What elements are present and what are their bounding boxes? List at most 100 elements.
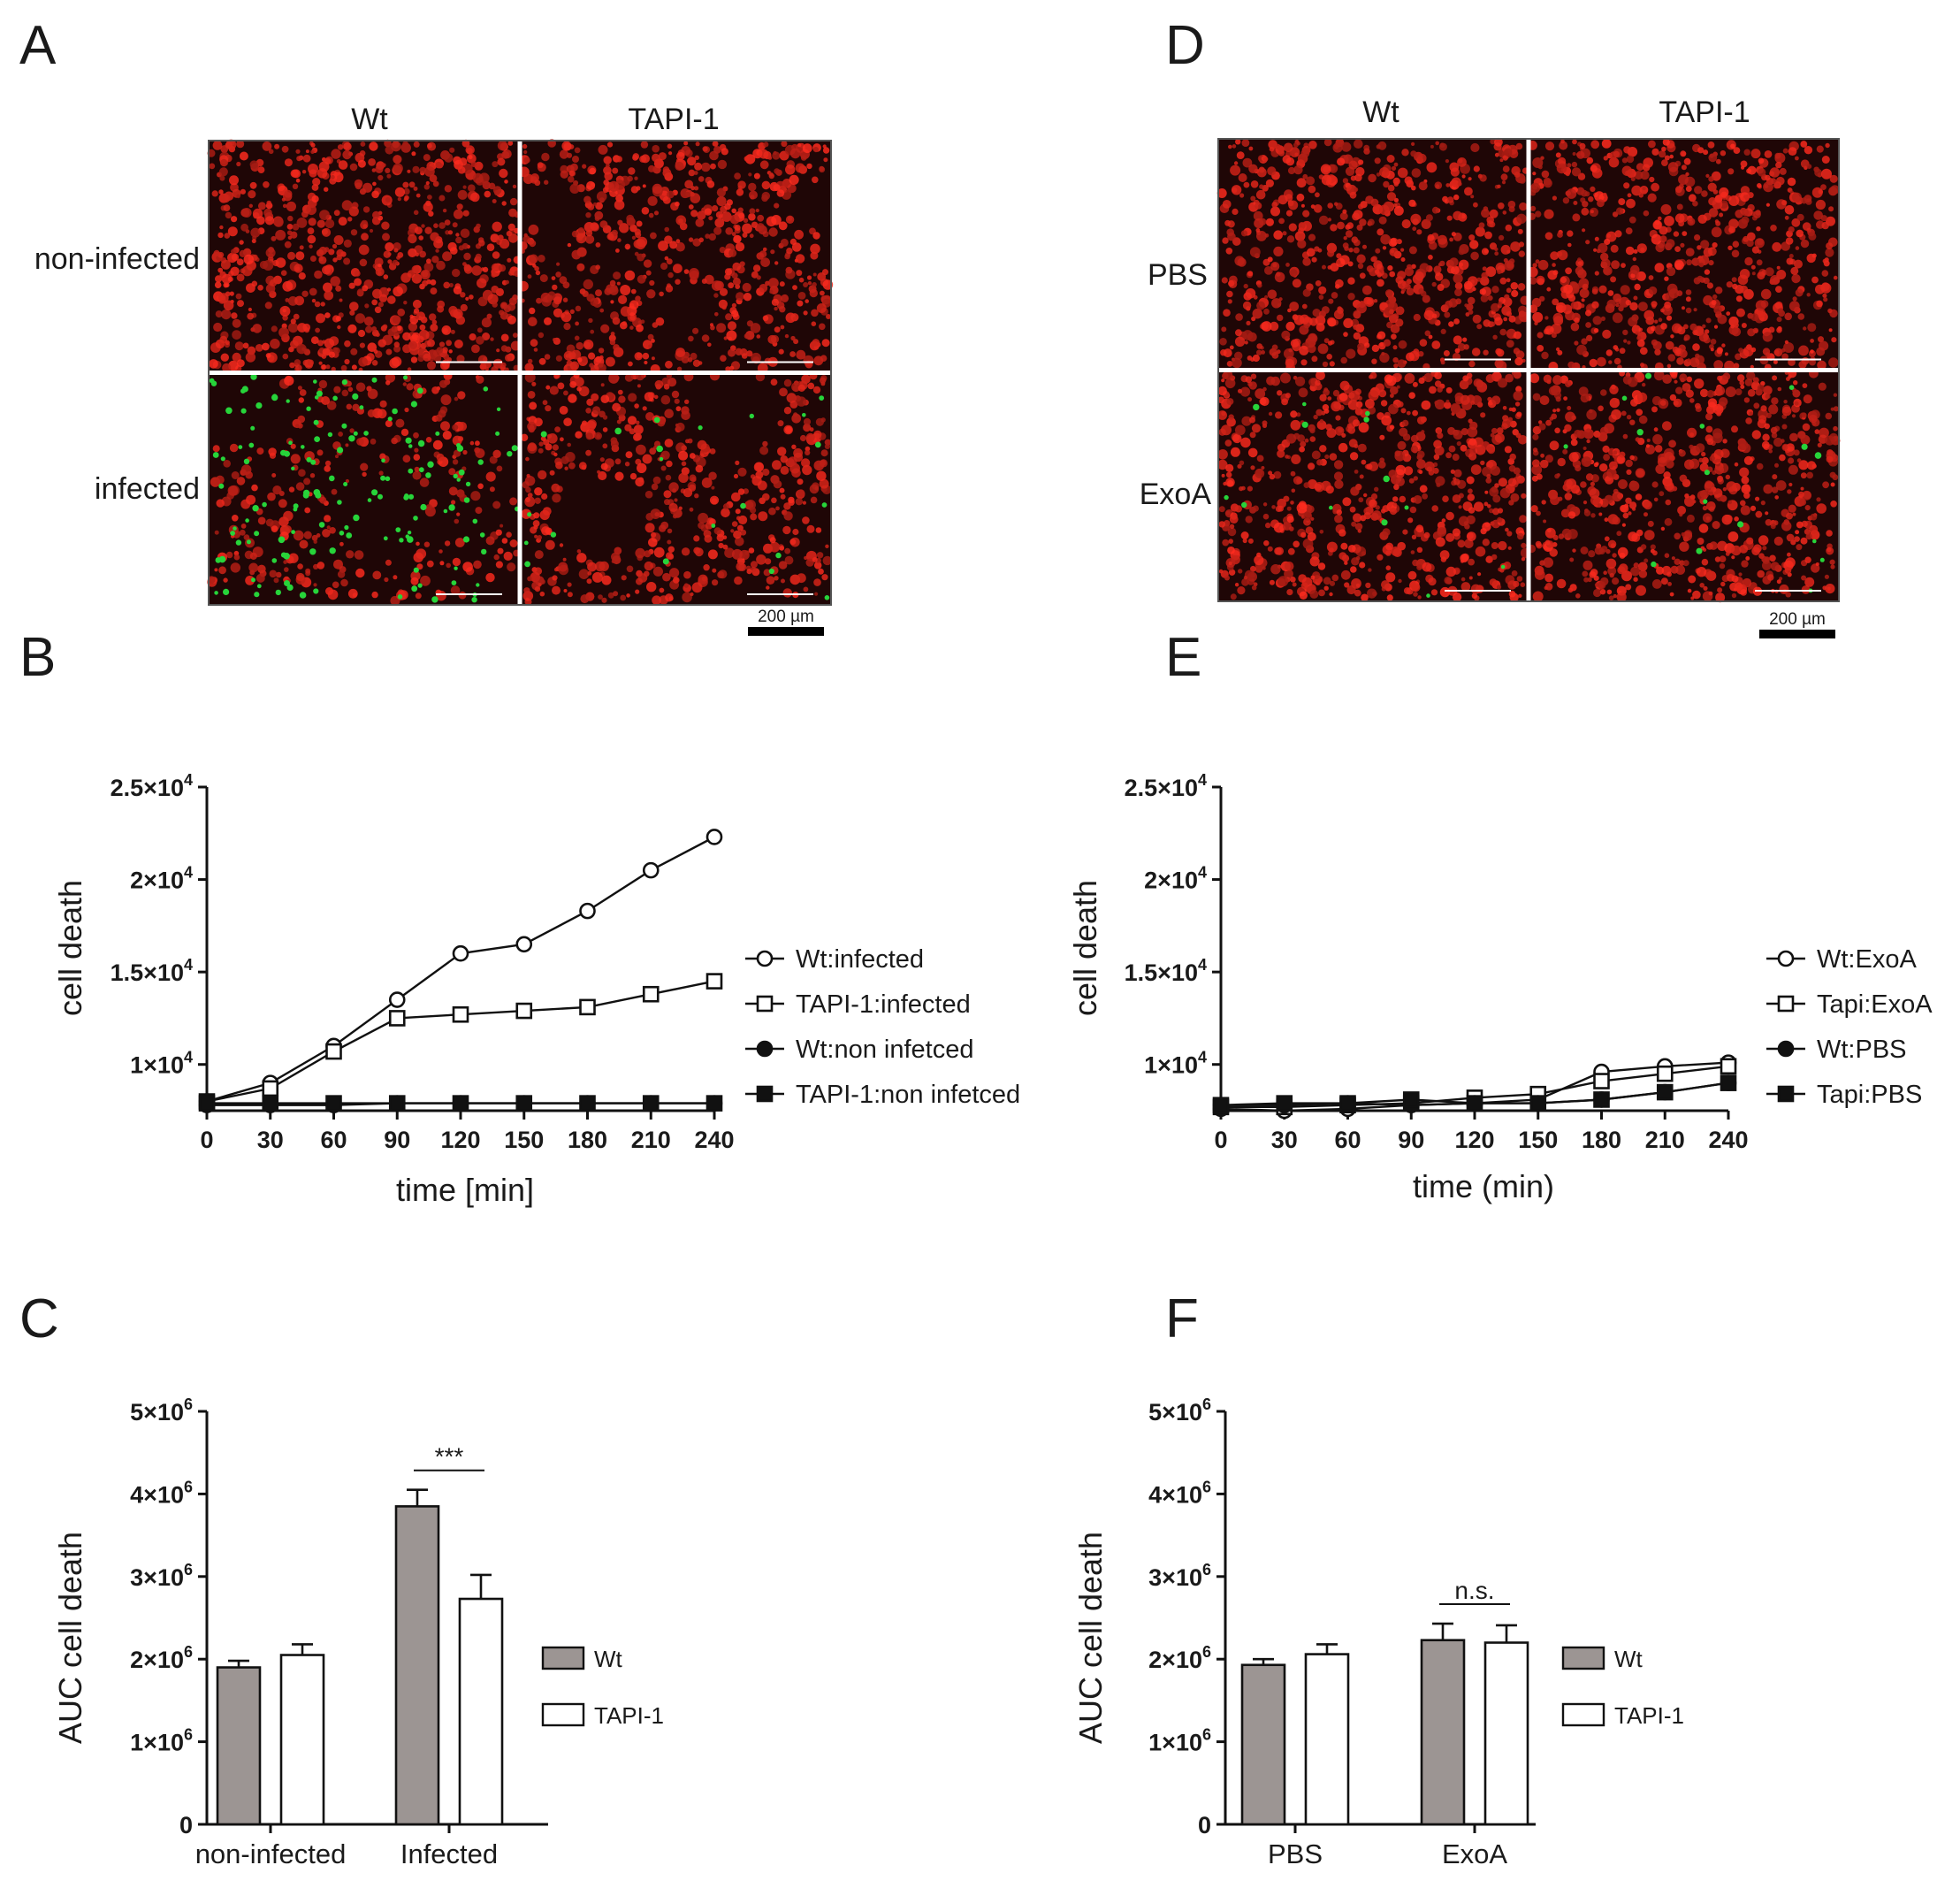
red-cell [703,564,710,571]
red-cell [1627,340,1631,345]
red-cell [708,471,717,480]
red-cell [1253,210,1263,221]
red-cell [1277,576,1289,587]
red-cell [1531,297,1542,308]
red-cell [1521,557,1526,562]
red-cell [338,160,348,170]
red-cell [665,474,672,481]
red-cell [1252,505,1259,512]
red-cell [1557,232,1563,238]
red-cell [731,521,738,527]
red-cell [273,217,284,227]
red-cell [637,573,648,583]
red-cell [731,548,743,560]
red-cell [527,421,537,432]
red-cell [744,550,750,555]
red-cell [1391,547,1401,556]
red-cell [1818,382,1827,391]
red-cell [343,239,352,248]
red-cell [1558,157,1567,165]
red-cell [1400,257,1406,262]
red-cell [585,212,591,218]
red-cell [1537,278,1544,286]
red-cell [728,248,737,257]
red-cell [1569,557,1575,562]
red-cell [1572,213,1581,222]
red-cell [1457,157,1467,167]
red-cell [1810,349,1814,354]
red-cell [597,470,601,474]
red-cell [1309,428,1316,434]
red-cell [1460,428,1468,436]
red-cell [823,157,828,163]
green-cell [1241,501,1247,508]
red-cell [220,145,229,153]
red-cell [317,340,324,347]
red-cell [597,363,606,373]
red-cell [1456,441,1461,447]
red-cell [1468,576,1473,580]
red-cell [279,305,291,317]
red-cell [795,254,805,264]
red-cell [217,267,224,273]
red-cell [1225,248,1233,255]
red-cell [214,281,222,289]
red-cell [740,529,747,536]
green-cell [802,413,806,417]
red-cell [694,155,699,160]
red-cell [746,320,754,327]
green-cell [407,531,412,535]
red-cell [495,529,502,536]
green-cell-group [209,373,520,603]
red-cell [1801,197,1808,204]
red-cell [684,180,694,189]
red-cell [1770,224,1777,232]
red-cell [1296,193,1305,202]
red-cell [457,422,468,432]
red-cell [806,275,812,280]
red-cell [1354,470,1359,474]
red-cell [774,261,779,265]
red-cell [1228,561,1232,566]
red-cell [1331,401,1342,412]
red-cell [507,257,512,263]
red-cell [1472,314,1482,324]
red-cell [413,432,419,439]
red-cell [1308,185,1316,194]
red-cell [1250,180,1259,188]
red-cell [668,151,673,156]
red-cell [220,353,229,362]
red-cell [408,248,417,257]
red-cell [1508,407,1513,411]
red-cell [1652,340,1662,350]
red-cell [1247,271,1254,277]
red-cell [1506,531,1513,537]
red-cell [1281,398,1288,406]
red-cell [1248,164,1258,173]
red-cell [294,295,304,306]
red-cell [1437,527,1447,537]
red-cell [1362,285,1372,295]
red-cell [1701,558,1709,566]
red-cell [637,384,641,388]
red-cell [507,315,516,325]
red-cell [209,359,218,369]
red-cell [379,453,386,460]
red-cell [761,180,771,190]
red-cell [1377,554,1384,561]
red-cell [665,360,673,369]
red-cell [1664,155,1670,161]
red-cell [1590,164,1598,172]
red-cell [1555,152,1561,158]
red-cell [667,528,673,534]
green-cell [413,567,419,573]
red-cell [1703,277,1710,285]
red-cell [1652,434,1663,445]
red-cell [1341,432,1346,438]
red-cell [319,210,330,221]
red-cell [585,420,597,431]
green-cell [286,584,294,592]
red-cell [1502,406,1507,410]
red-cell [1489,486,1499,497]
red-cell [1347,545,1356,553]
